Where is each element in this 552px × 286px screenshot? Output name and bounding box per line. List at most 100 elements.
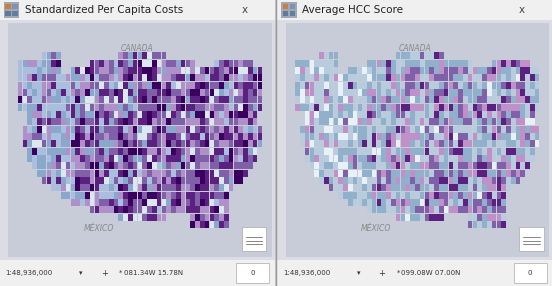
Bar	[80, 111, 85, 118]
Bar	[133, 199, 137, 206]
Bar	[473, 155, 477, 162]
Bar	[99, 170, 104, 177]
Bar	[497, 82, 501, 89]
Bar	[439, 155, 444, 162]
Bar	[434, 206, 439, 213]
Bar	[324, 67, 328, 74]
Bar	[109, 89, 114, 96]
Bar	[348, 96, 353, 104]
Bar	[229, 177, 233, 184]
Bar	[410, 140, 415, 147]
Bar	[492, 206, 496, 213]
Bar	[362, 111, 367, 118]
Bar	[434, 118, 439, 125]
Bar	[463, 60, 468, 67]
Bar	[410, 67, 415, 74]
Bar	[424, 184, 429, 191]
Bar	[492, 177, 496, 184]
Bar	[381, 89, 386, 96]
Bar	[224, 184, 229, 191]
Bar	[506, 162, 511, 169]
Bar	[482, 67, 487, 74]
Bar	[338, 148, 343, 155]
Bar	[424, 104, 429, 111]
Bar	[362, 74, 367, 82]
Bar	[386, 148, 391, 155]
Bar	[362, 162, 367, 169]
Bar	[210, 82, 214, 89]
Bar	[406, 133, 410, 140]
Bar	[353, 184, 357, 191]
Bar	[420, 60, 424, 67]
Bar	[147, 148, 152, 155]
Bar	[324, 140, 328, 147]
Bar	[376, 118, 381, 125]
Bar	[190, 221, 195, 228]
Bar	[238, 96, 243, 104]
Bar	[37, 126, 41, 133]
Bar	[162, 140, 166, 147]
Bar	[391, 89, 396, 96]
Bar	[28, 140, 32, 147]
Bar	[71, 74, 75, 82]
Bar	[205, 214, 209, 221]
Bar	[477, 206, 482, 213]
Bar	[210, 221, 214, 228]
Bar	[114, 111, 118, 118]
Bar	[238, 118, 243, 125]
Bar	[381, 177, 386, 184]
Bar	[315, 104, 319, 111]
Bar	[535, 67, 539, 74]
Bar	[128, 170, 132, 177]
Bar	[424, 52, 429, 59]
Bar	[362, 67, 367, 74]
Bar	[473, 74, 477, 82]
Bar	[367, 126, 371, 133]
Bar	[253, 148, 257, 155]
Bar	[324, 74, 328, 82]
Bar	[80, 104, 85, 111]
Bar	[94, 162, 99, 169]
Bar	[157, 199, 161, 206]
Bar	[32, 60, 37, 67]
Bar	[463, 111, 468, 118]
Bar	[56, 126, 61, 133]
Bar	[109, 74, 114, 82]
Bar	[157, 133, 161, 140]
Bar	[338, 111, 343, 118]
Bar	[56, 148, 61, 155]
Bar	[185, 104, 190, 111]
Bar	[372, 155, 376, 162]
Bar	[176, 199, 181, 206]
Bar	[521, 96, 525, 104]
Bar	[28, 133, 32, 140]
Bar	[66, 82, 70, 89]
Bar	[415, 111, 420, 118]
Bar	[37, 111, 41, 118]
Bar	[449, 199, 453, 206]
Bar	[444, 104, 448, 111]
Bar	[205, 221, 209, 228]
Bar	[85, 126, 89, 133]
Bar	[381, 170, 386, 177]
Bar	[492, 133, 496, 140]
Bar	[348, 148, 353, 155]
Bar	[166, 67, 171, 74]
Bar	[128, 140, 132, 147]
Bar	[338, 192, 343, 198]
Bar	[310, 104, 314, 111]
Bar	[99, 184, 104, 191]
Bar	[71, 96, 75, 104]
Text: MÉXICO: MÉXICO	[84, 224, 114, 233]
Bar	[142, 89, 147, 96]
Bar	[224, 67, 229, 74]
Bar	[94, 133, 99, 140]
Bar	[415, 155, 420, 162]
Bar	[28, 118, 32, 125]
Bar	[8, 23, 272, 257]
Bar	[114, 162, 118, 169]
Bar	[492, 111, 496, 118]
Bar	[119, 162, 123, 169]
Bar	[372, 111, 376, 118]
Bar	[372, 133, 376, 140]
